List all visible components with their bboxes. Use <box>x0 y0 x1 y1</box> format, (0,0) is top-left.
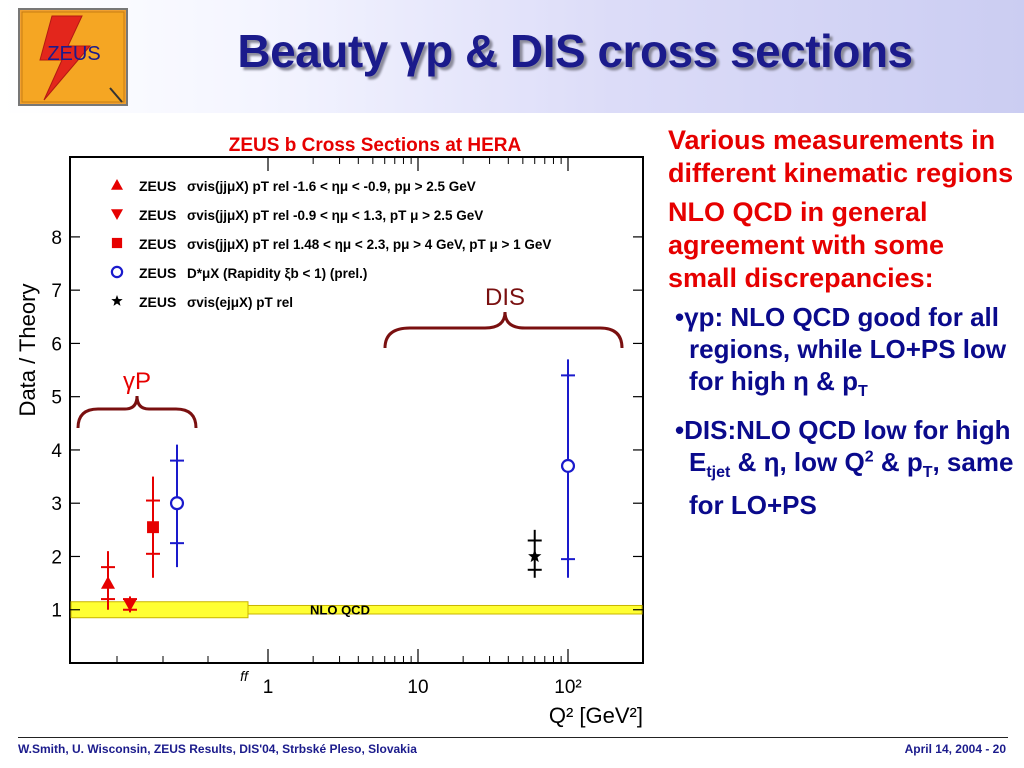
sub-bullet-2-subscript-b: T <box>922 464 933 482</box>
bullet-item-2: NLO QCD in general agreement with some s… <box>668 197 945 293</box>
legend-label: σvis(jjμX) pT rel -1.6 < ημ < -0.9, pμ >… <box>187 179 476 194</box>
y-tick-label: 6 <box>51 334 62 355</box>
y-tick-label: 7 <box>51 281 62 302</box>
logo-text: ZEUS <box>47 43 100 65</box>
nlo-band-gp <box>70 601 249 619</box>
data-point <box>528 549 542 563</box>
legend-label: D*μX (Rapidity ξb < 1) (prel.) <box>187 266 367 281</box>
bullet-list: Various measurements in different kinema… <box>668 124 1018 527</box>
bullet-item-1: Various measurements in different kinema… <box>668 125 1014 188</box>
data-point <box>169 496 185 511</box>
x-tick-label: 1 <box>263 677 274 698</box>
y-tick-label: 4 <box>51 441 62 462</box>
y-tick-label: 8 <box>51 228 62 249</box>
sub-bullet-2-text-b: & η, low Q <box>730 447 865 478</box>
zeus-logo: ZEUS <box>18 8 128 106</box>
x-axis-label: Q² [GeV²] <box>549 703 643 728</box>
nlo-band-label: NLO QCD <box>310 603 370 618</box>
sub-bullet-1: •γp: NLO QCD good for all regions, while… <box>675 302 1007 401</box>
y-axis-label: Data / Theory <box>15 284 40 417</box>
data-point <box>111 179 123 190</box>
slide-title: Beauty γp & DIS cross sections <box>237 25 913 77</box>
sub-bullet-2: •DIS:NLO QCD low for high Etjet & η, low… <box>675 415 1014 521</box>
data-point <box>111 295 123 306</box>
gp-brace <box>76 395 198 429</box>
data-point <box>111 237 123 249</box>
data-point <box>147 521 159 534</box>
legend-label: σvis(jjμX) pT rel 1.48 < ημ < 2.3, pμ > … <box>187 237 551 252</box>
sub-bullet-2-superscript: 2 <box>864 448 874 466</box>
chart-title: ZEUS b Cross Sections at HERA <box>229 135 522 156</box>
sub-bullet-2-text-c: & p <box>873 447 923 478</box>
dis-label: DIS <box>485 284 525 311</box>
data-point <box>560 458 576 473</box>
sub-bullet-2-subscript-a: tjet <box>706 464 731 482</box>
gp-label: γP <box>123 368 151 395</box>
data-point <box>111 209 123 220</box>
y-tick-label: 3 <box>51 494 62 515</box>
legend-experiment: ZEUS <box>139 236 176 252</box>
data-point <box>101 576 115 589</box>
x-tick-label: 10² <box>554 677 581 698</box>
footer-left: W.Smith, U. Wisconsin, ZEUS Results, DIS… <box>18 742 417 756</box>
legend-label: σvis(ejμX) pT rel <box>187 295 293 310</box>
dis-brace <box>383 311 624 349</box>
y-tick-label: 2 <box>51 547 62 568</box>
sub-bullet-2-text-d: , same for LO+PS <box>689 447 1014 521</box>
legend-experiment: ZEUS <box>139 294 176 310</box>
lightning-bolt-icon <box>39 15 92 101</box>
footer-right: April 14, 2004 - 20 <box>904 742 1006 756</box>
data-point <box>123 598 137 612</box>
footer-rule <box>18 737 1008 738</box>
sub-bullet-2-text-a: DIS:NLO QCD low for high E <box>684 415 1011 478</box>
legend-label: σvis(jjμX) pT rel -0.9 < ημ < 1.3, pT μ … <box>187 208 483 223</box>
y-tick-label: 1 <box>51 601 62 622</box>
nlo-band-dis <box>247 604 643 615</box>
sub-bullet-1-text: γp: NLO QCD good for all regions, while … <box>684 302 1007 396</box>
legend-experiment: ZEUS <box>139 265 176 281</box>
x-tick-label: 10 <box>407 677 428 698</box>
chart: ZEUS b Cross Sections at HERA NLO QCD 1 2 3 4… <box>15 135 644 728</box>
header-band <box>0 0 1024 113</box>
legend-experiment: ZEUS <box>139 207 176 223</box>
y-tick-label: 5 <box>51 388 62 409</box>
legend-experiment: ZEUS <box>139 178 176 194</box>
sub-bullet-1-subscript: T <box>857 383 868 401</box>
data-point <box>110 265 124 279</box>
x-axis-break: ff <box>240 668 250 684</box>
